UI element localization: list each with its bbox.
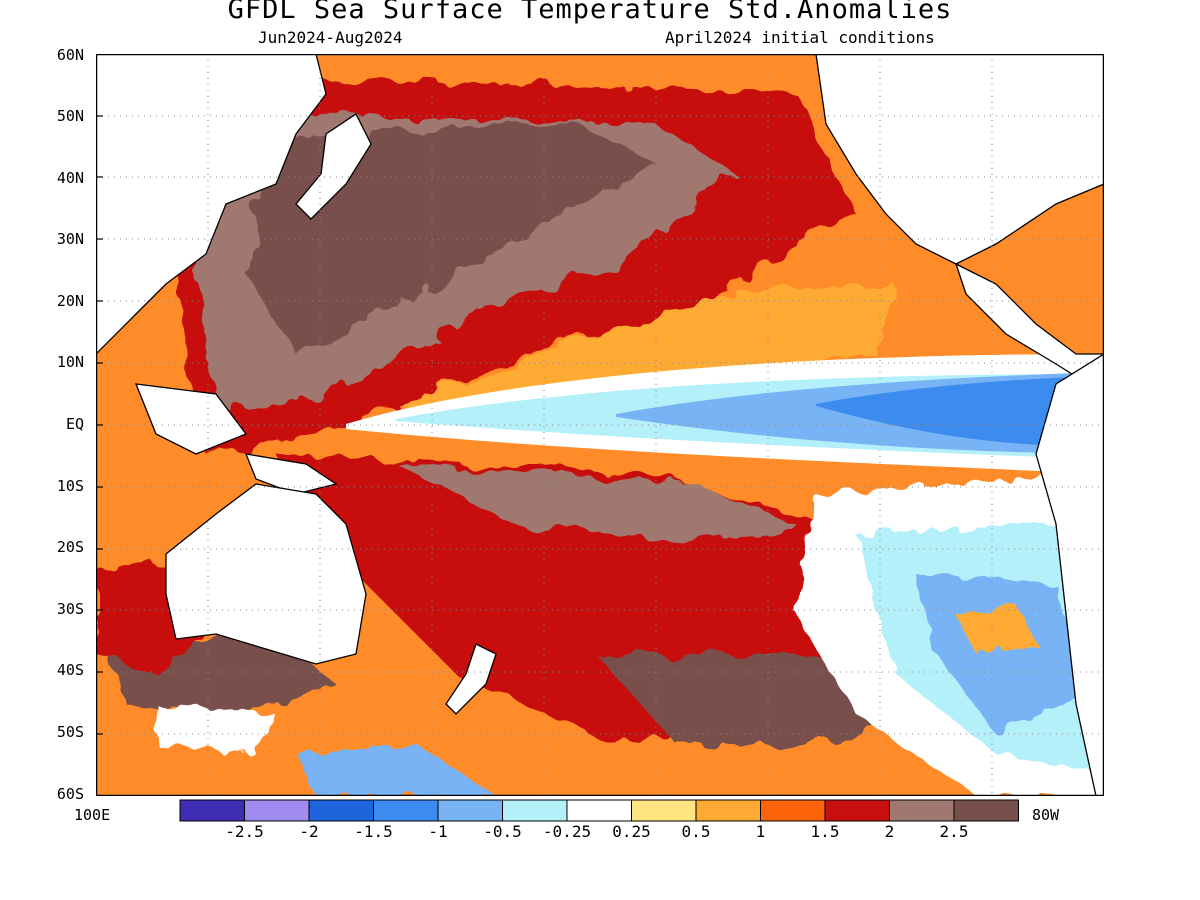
colorbar-swatch [502, 799, 568, 822]
lat-label: 10S [56, 477, 84, 495]
colorbar-swatch [179, 799, 245, 822]
colorbar-level-label: -2 [299, 822, 319, 841]
colorbar-level-label: -0.25 [542, 822, 592, 841]
colorbar-swatch [889, 799, 955, 822]
land-maritime-continent [134, 383, 338, 495]
colorbar-level-label: -1 [428, 822, 448, 841]
lat-label: EQ [65, 415, 84, 433]
lat-label: 40N [56, 169, 84, 187]
colorbar-level-label: -2.5 [225, 822, 264, 841]
cold-anomaly-southern-band [296, 744, 496, 796]
initial-conditions: April2024 initial conditions [665, 28, 935, 47]
lat-label: 60N [56, 46, 84, 64]
lat-label: 40S [56, 661, 84, 679]
colorbar-swatch [308, 799, 374, 822]
land-asia [96, 54, 327, 355]
land-south-america [1035, 353, 1104, 796]
colorbar-swatch [373, 799, 439, 822]
brown-anomaly-south-pacific [396, 464, 796, 544]
white-anomaly-southern-ocean [156, 704, 276, 754]
colorbar-level-label: 1.5 [810, 822, 840, 841]
longitude-gridlines [207, 54, 993, 796]
colorbar-level-label: 0.5 [681, 822, 711, 841]
lat-label: 20N [56, 292, 84, 310]
colorbar-swatch [631, 799, 697, 822]
lat-label: 20S [56, 538, 84, 556]
colorbar-level-label: 0.25 [612, 822, 651, 841]
colorbar-swatch [695, 799, 761, 822]
colorbar-swatch [760, 799, 826, 822]
colorbar-swatch [566, 799, 632, 822]
land-australia [165, 483, 367, 665]
colorbar-swatch [437, 799, 503, 822]
equatorial-strong-cold-anomaly [816, 376, 1104, 447]
latitude-gridlines [96, 115, 1104, 735]
lat-label: 30S [56, 600, 84, 618]
lat-label: 50S [56, 723, 84, 741]
colorbar-level-label: -0.5 [483, 822, 522, 841]
land-central-america [954, 262, 1104, 395]
colorbar-swatch [244, 799, 310, 822]
colorbar-swatch [824, 799, 890, 822]
forecast-period: Jun2024-Aug2024 [258, 28, 403, 47]
warm-patches-southeast [956, 604, 1036, 654]
colorbar-level-label: 2.5 [939, 822, 969, 841]
land-japan [295, 113, 372, 220]
lat-label: 60S [56, 785, 84, 803]
colorbar-swatch [953, 799, 1019, 822]
land-new-zealand [445, 643, 497, 715]
colorbar-level-label: 1 [755, 822, 766, 841]
map-title: GFDL Sea Surface Temperature Std.Anomali… [227, 0, 953, 25]
sst-anomaly-map [96, 54, 1104, 796]
latitude-ticks [96, 54, 103, 796]
colorbar-level-label: 2 [884, 822, 895, 841]
lat-label: 30N [56, 230, 84, 248]
lat-label: 50N [56, 107, 84, 125]
colorbar-level-label: -1.5 [354, 822, 393, 841]
lon-label-left: 100E [74, 806, 111, 824]
yellow-band-north-tropics [396, 284, 896, 414]
lon-label-right: 80W [1032, 806, 1060, 824]
lat-label: 10N [56, 353, 84, 371]
